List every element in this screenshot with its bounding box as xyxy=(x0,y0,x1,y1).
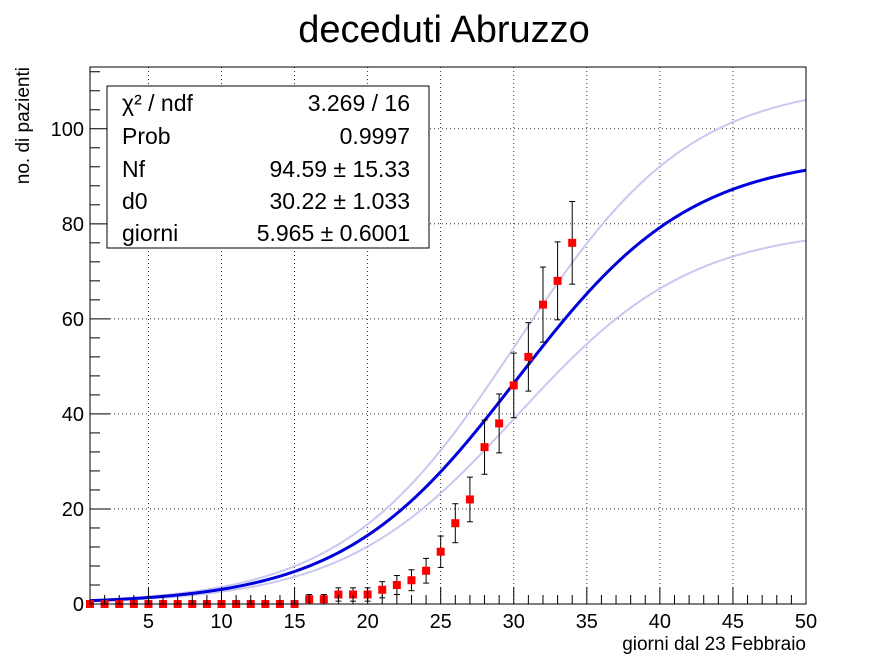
stats-label-giorni: giorni xyxy=(122,220,178,246)
x-tick-label: 10 xyxy=(210,611,232,633)
data-point xyxy=(422,566,431,575)
x-tick-label: 20 xyxy=(357,611,379,633)
stats-value-d0: 30.22 ± 1.033 xyxy=(269,188,410,214)
x-tick-label: 40 xyxy=(649,611,671,633)
fit-stats-box: χ² / ndf 3.269 / 16 Prob 0.9997 Nf 94.59… xyxy=(106,85,430,249)
data-point xyxy=(436,547,445,556)
y-tick-label: 0 xyxy=(73,594,84,616)
data-point xyxy=(568,238,577,247)
data-point xyxy=(465,495,474,504)
plot-frame xyxy=(89,66,807,605)
stats-value-giorni: 5.965 ± 0.6001 xyxy=(257,220,410,246)
y-tick-label: 60 xyxy=(62,309,84,331)
y-tick-label: 20 xyxy=(62,499,84,521)
data-point xyxy=(334,590,343,599)
x-tick-label: 30 xyxy=(503,611,525,633)
data-point xyxy=(553,276,562,285)
data-point xyxy=(495,419,504,428)
x-axis-title: giorni dal 23 Febbraio xyxy=(622,634,806,655)
y-tick-label: 40 xyxy=(62,404,84,426)
y-tick-label: 80 xyxy=(62,214,84,236)
stats-value-chi2: 3.269 / 16 xyxy=(308,90,410,116)
stats-label-prob: Prob xyxy=(122,123,171,149)
chart-title: deceduti Abruzzo xyxy=(298,9,590,51)
confidence-band-upper xyxy=(89,98,807,602)
x-tick-label: 25 xyxy=(430,611,452,633)
x-tick-label: 15 xyxy=(283,611,305,633)
fit-curves xyxy=(89,98,807,603)
x-tick-label: 35 xyxy=(576,611,598,633)
stats-label-d0: d0 xyxy=(122,188,148,214)
data-point xyxy=(538,300,547,309)
stats-value-nf: 94.59 ± 15.33 xyxy=(269,156,410,182)
data-point xyxy=(407,576,416,585)
stats-label-chi2: χ² / ndf xyxy=(122,90,193,116)
data-points xyxy=(86,200,577,608)
x-tick-label: 50 xyxy=(795,611,817,633)
data-point xyxy=(480,443,489,452)
stats-value-prob: 0.9997 xyxy=(340,123,410,149)
data-point xyxy=(451,519,460,528)
x-tick-label: 45 xyxy=(722,611,744,633)
data-point xyxy=(392,580,401,589)
stats-label-nf: Nf xyxy=(122,156,146,182)
fit-curve xyxy=(89,168,807,603)
x-tick-label: 5 xyxy=(143,611,154,633)
data-point xyxy=(378,585,387,594)
stats-box-frame xyxy=(106,85,430,249)
data-point xyxy=(509,381,518,390)
data-point xyxy=(524,352,533,361)
confidence-band-lower xyxy=(89,239,807,603)
y-tick-label: 100 xyxy=(51,119,84,141)
axis-ticks: 5 10 15 20 25 30 35 40 45 50 0 20 40 60 80 100 xyxy=(51,71,817,633)
data-point xyxy=(349,590,358,599)
y-axis-title: no. di pazienti xyxy=(13,67,34,184)
